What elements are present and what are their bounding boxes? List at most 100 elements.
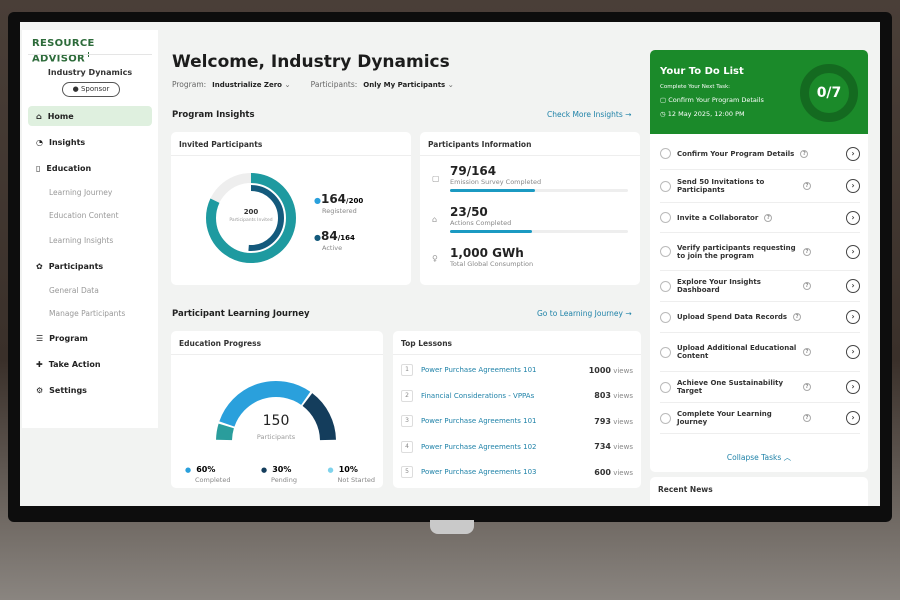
participants-select[interactable]: Only My Participants ⌄ [363, 80, 454, 89]
sidebar-item-program[interactable]: ☰ Program [28, 328, 152, 348]
sidebar-item-take-action[interactable]: ✚ Take Action [28, 354, 152, 374]
legend-item: ● 10% Not Started [327, 465, 375, 484]
link-text: Check More Insights [547, 110, 623, 119]
views-count: 734 [594, 442, 611, 451]
gauge-segment [219, 381, 311, 427]
legend-label: Not Started [337, 476, 375, 484]
participants-value: Only My Participants [363, 81, 446, 89]
lesson-row[interactable]: 3 Power Purchase Agreements 101 793 views [401, 408, 633, 434]
task-item[interactable]: Upload Spend Data Records? › [660, 302, 860, 333]
info-label: Total Global Consumption [450, 260, 534, 268]
task-label: Invite a Collaborator [677, 213, 759, 222]
section-title: Program Insights [172, 110, 255, 120]
sidebar-item-education-content[interactable]: Education Content [49, 211, 119, 220]
sidebar-item-participants[interactable]: ✿ Participants [28, 256, 152, 276]
task-checkbox[interactable] [660, 381, 671, 393]
help-icon[interactable]: ? [803, 247, 811, 256]
sidebar-item-settings[interactable]: ⚙ Settings [28, 380, 152, 400]
help-icon[interactable]: ? [764, 213, 773, 222]
help-icon[interactable]: ? [803, 182, 811, 190]
chevron-right-circle-icon[interactable]: › [846, 179, 860, 193]
check-more-insights-link[interactable]: Check More Insights → [547, 110, 631, 119]
info-value: 79/164 [450, 164, 497, 178]
lesson-row[interactable]: 5 Power Purchase Agreements 103 600 views [401, 459, 633, 485]
lesson-title[interactable]: Power Purchase Agreements 102 [421, 442, 537, 451]
program-select[interactable]: Industrialize Zero ⌄ [212, 80, 291, 89]
chevron-right-circle-icon[interactable]: › [846, 310, 860, 324]
info-row: 79/164 Emission Survey Completed [450, 164, 628, 192]
help-icon[interactable]: ? [803, 282, 811, 290]
task-label: Upload Additional Educational Content [677, 344, 797, 360]
help-icon[interactable]: ? [803, 348, 811, 356]
help-icon[interactable]: ? [803, 414, 811, 422]
chevron-right-circle-icon[interactable]: › [846, 279, 860, 293]
chevron-right-circle-icon[interactable]: › [846, 411, 860, 425]
task-checkbox[interactable] [660, 311, 671, 323]
active-stat: ●84/164 Active [314, 229, 355, 252]
chevron-right-circle-icon[interactable]: › [846, 244, 860, 259]
next-task[interactable]: ▢ Confirm Your Program Details [660, 96, 764, 104]
logo[interactable]: RESOURCE ADVISOR+ [32, 38, 158, 64]
task-item[interactable]: Send 50 Invitations to Participants? › [660, 170, 860, 203]
progress-bar [450, 189, 628, 192]
lesson-row[interactable]: 1 Power Purchase Agreements 101 1000 views [401, 357, 633, 383]
task-item[interactable]: Explore Your Insights Dashboard? › [660, 271, 860, 302]
task-checkbox[interactable] [660, 148, 671, 159]
chevron-right-circle-icon[interactable]: › [846, 380, 860, 394]
sidebar-item-home[interactable]: ⌂ Home [28, 106, 152, 126]
help-icon[interactable]: ? [803, 383, 811, 391]
info-value: 1,000 GWh [450, 246, 524, 260]
chevron-right-circle-icon[interactable]: › [846, 146, 860, 161]
task-item[interactable]: Complete Your Learning Journey? › [660, 403, 860, 434]
active-label: Active [322, 244, 343, 252]
task-item[interactable]: Verify participants requesting to join t… [660, 233, 860, 271]
sidebar-item-learning-journey[interactable]: Learning Journey [49, 188, 113, 197]
donut-center-label: Participants Invited [229, 218, 273, 223]
lesson-row[interactable]: 4 Power Purchase Agreements 102 734 views [401, 434, 633, 460]
task-checkbox[interactable] [660, 212, 671, 223]
sidebar-item-education[interactable]: ▯ Education [28, 158, 152, 178]
sidebar-item-insights[interactable]: ◔ Insights [28, 132, 152, 152]
lesson-rank: 1 [401, 364, 413, 376]
task-label: Achieve One Sustainability Target [677, 379, 784, 395]
lesson-rank: 2 [401, 389, 413, 402]
sidebar-item-general-data[interactable]: General Data [49, 286, 99, 295]
task-checkbox[interactable] [660, 180, 671, 192]
views-count: 793 [594, 416, 611, 426]
registered-total: /200 [346, 197, 364, 205]
task-checkbox[interactable] [660, 412, 671, 424]
education-gauge [216, 381, 336, 441]
sponsor-badge[interactable]: ● Sponsor [62, 82, 120, 97]
task-item[interactable]: Invite a Collaborator? › [660, 203, 860, 233]
lesson-title[interactable]: Power Purchase Agreements 101 [421, 417, 537, 425]
nav-label: Participants [48, 261, 104, 271]
task-checkbox[interactable] [660, 280, 671, 292]
lesson-title[interactable]: Power Purchase Agreements 101 [421, 366, 537, 374]
home-icon: ⌂ [432, 215, 438, 224]
participants-information-card: Participants Information ▢ 79/164 Emissio… [420, 132, 640, 285]
task-label: Send 50 Invitations to Participants [677, 178, 765, 194]
active-ring [218, 185, 284, 251]
program-label: Program: [172, 80, 207, 89]
home-icon: ⌂ [36, 111, 42, 121]
collapse-tasks-button[interactable]: Collapse Tasks ︿ [650, 452, 868, 463]
chevron-right-circle-icon[interactable]: › [846, 210, 860, 225]
lesson-row[interactable]: 2 Financial Considerations - VPPAs 803 vie… [401, 383, 633, 409]
task-checkbox[interactable] [660, 346, 671, 358]
sidebar-item-learning-insights[interactable]: Learning Insights [49, 236, 114, 245]
go-to-learning-journey-link[interactable]: Go to Learning Journey → [537, 309, 632, 318]
sidebar-item-manage-participants[interactable]: Manage Participants [49, 309, 126, 318]
help-icon[interactable]: ? [800, 149, 809, 158]
card-title: Participants Information [420, 132, 640, 156]
help-icon[interactable]: ? [793, 313, 802, 321]
lesson-title[interactable]: Power Purchase Agreements 103 [421, 468, 537, 476]
lesson-title[interactable]: Financial Considerations - VPPAs [421, 391, 535, 400]
views-unit: views [613, 392, 633, 400]
chevron-right-circle-icon[interactable]: › [846, 345, 860, 359]
task-checkbox[interactable] [660, 246, 671, 257]
clipboard-icon: ▢ [432, 174, 440, 183]
task-item[interactable]: Achieve One Sustainability Target? › [660, 372, 860, 403]
task-item[interactable]: Upload Additional Educational Content? › [660, 333, 860, 372]
gauge-center-label: Participants [256, 433, 296, 441]
task-item[interactable]: Confirm Your Program Details? › [660, 138, 860, 170]
